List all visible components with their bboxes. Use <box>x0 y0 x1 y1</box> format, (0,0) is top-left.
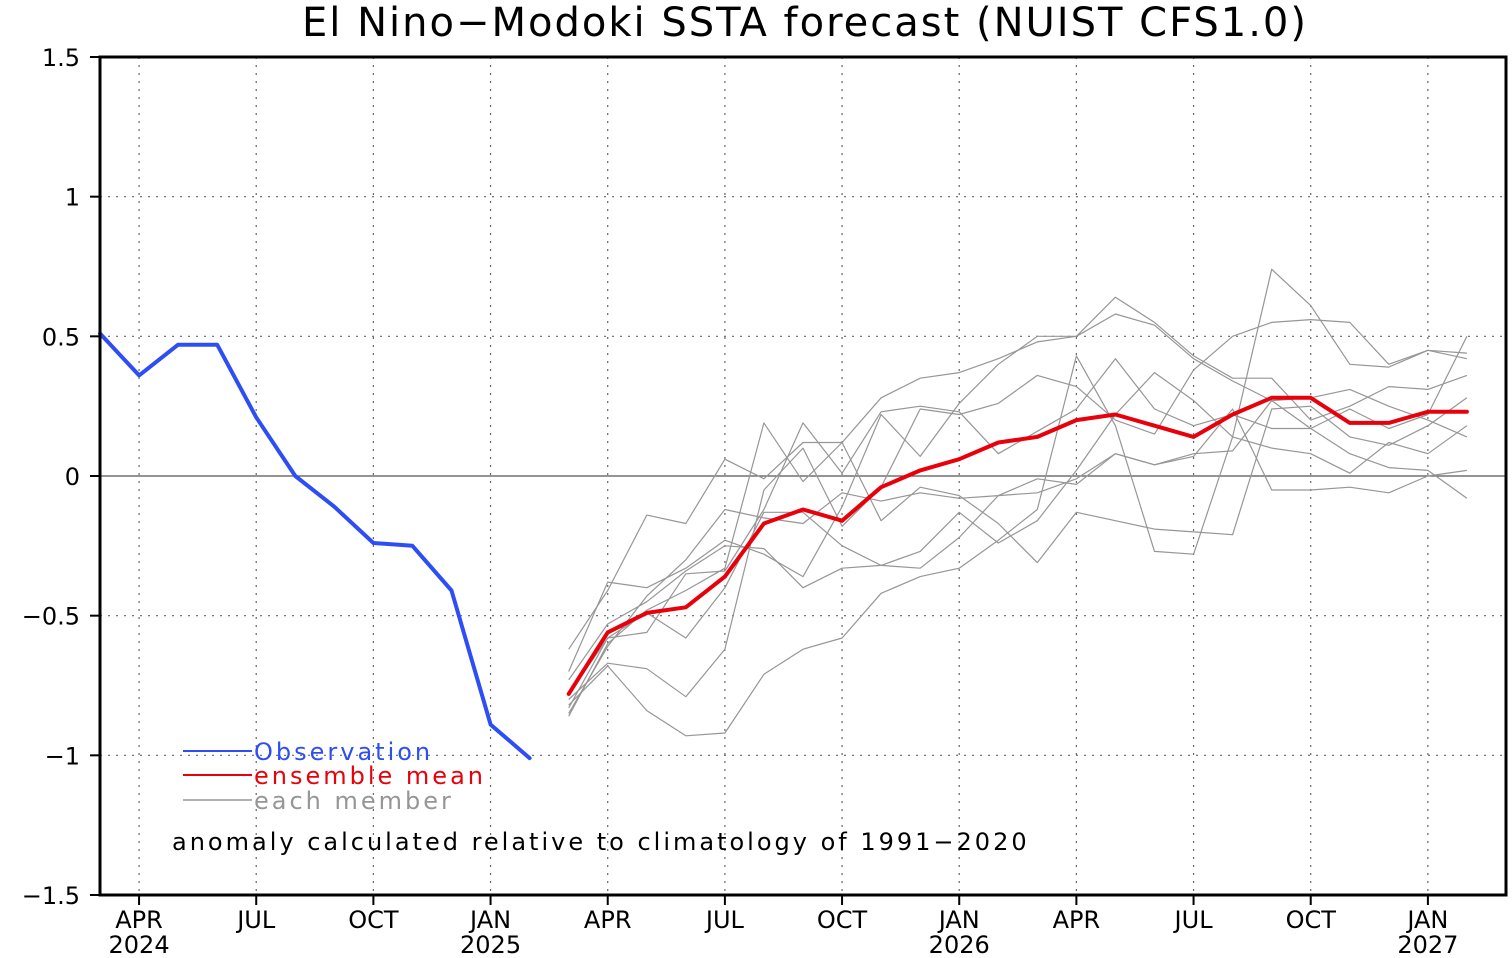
legend: Observation ensemble mean each member <box>183 738 486 815</box>
member-line-2 <box>568 313 1468 672</box>
member-line-4 <box>568 336 1468 695</box>
legend-label-ensemble-mean: ensemble mean <box>254 762 486 790</box>
x-tick-label-8: APR <box>1053 906 1101 934</box>
x-tick-year-3: 2025 <box>460 931 521 958</box>
x-tick-label-1: JUL <box>235 906 276 934</box>
member-line-3 <box>568 372 1468 681</box>
y-tick-label-2: 0.5 <box>42 323 80 351</box>
x-tick-label-6: OCT <box>817 906 868 934</box>
x-tick-label-0: APR <box>115 906 163 934</box>
grid-layer <box>100 57 1506 895</box>
legend-label-each-member: each member <box>254 787 454 815</box>
member-line-8 <box>568 408 1467 714</box>
x-tick-label-5: JUL <box>704 906 745 934</box>
x-tick-label-2: OCT <box>348 906 399 934</box>
y-tick-label-0: 1.5 <box>42 44 80 72</box>
chart-title: El Nino−Modoki SSTA forecast (NUIST CFS1… <box>302 0 1308 46</box>
x-tick-label-9: JUL <box>1173 906 1214 934</box>
x-tick-label-3: JAN <box>468 906 511 934</box>
members-layer <box>568 268 1468 737</box>
y-axis-ticks: 1.5 1 0.5 0 −0.5 −1 −1.5 <box>22 44 100 910</box>
member-line-9 <box>568 397 1468 717</box>
y-tick-label-1: 1 <box>65 184 80 212</box>
chart-annotation: anomaly calculated relative to climatolo… <box>172 828 1030 856</box>
y-tick-label-6: −1.5 <box>22 882 80 910</box>
series-layer <box>98 331 1469 761</box>
series-line-ensemble-mean <box>566 395 1469 696</box>
x-tick-label-11: JAN <box>1405 906 1448 934</box>
y-tick-label-5: −1 <box>45 742 80 770</box>
y-tick-label-3: 0 <box>65 463 80 491</box>
member-line-5 <box>568 319 1467 700</box>
x-tick-year-0: 2024 <box>109 931 170 958</box>
x-tick-label-4: APR <box>584 906 632 934</box>
y-tick-label-4: −0.5 <box>22 603 80 631</box>
member-line-6 <box>568 268 1468 737</box>
x-tick-year-11: 2027 <box>1397 931 1458 958</box>
x-tick-label-10: OCT <box>1286 906 1337 934</box>
series-line-observation <box>98 331 532 761</box>
x-tick-year-7: 2026 <box>929 931 990 958</box>
legend-label-observation: Observation <box>254 738 433 766</box>
x-tick-label-7: JAN <box>937 906 980 934</box>
